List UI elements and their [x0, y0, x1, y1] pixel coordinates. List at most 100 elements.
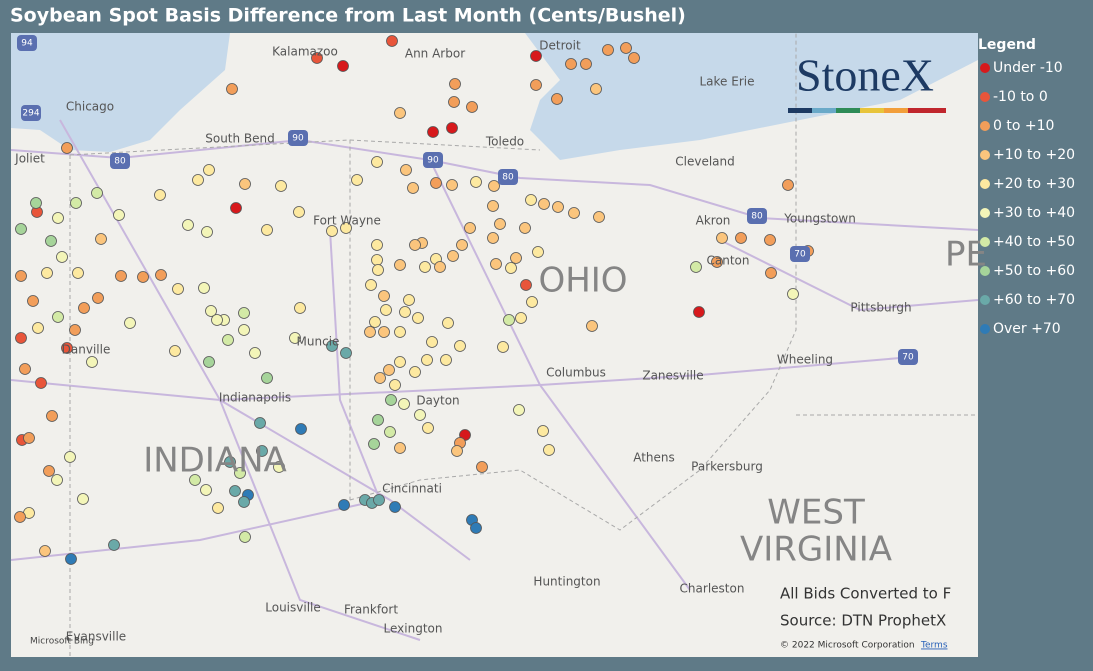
- elevator-dot: [222, 334, 234, 346]
- elevator-dot: [525, 194, 537, 206]
- elevator-dot: [451, 445, 463, 457]
- elevator-dot: [212, 502, 224, 514]
- elevator-dot: [530, 79, 542, 91]
- elevator-dot: [690, 261, 702, 273]
- elevator-dot: [488, 180, 500, 192]
- city-label: Detroit: [539, 39, 581, 53]
- city-label: Frankfort: [344, 603, 398, 617]
- elevator-dot: [422, 422, 434, 434]
- elevator-dot: [385, 394, 397, 406]
- elevator-dot: [189, 474, 201, 486]
- elevator-dot: [108, 539, 120, 551]
- legend-label: +40 to +50: [993, 234, 1075, 250]
- elevator-dot: [234, 467, 246, 479]
- highway-number: 90: [292, 134, 304, 144]
- elevator-dot: [238, 496, 250, 508]
- highway-shield: [747, 208, 767, 224]
- elevator-dot: [454, 340, 466, 352]
- elevator-dot: [95, 233, 107, 245]
- elevator-dot: [394, 442, 406, 454]
- elevator-dot: [77, 493, 89, 505]
- legend-swatch: [980, 150, 990, 160]
- legend-label: 0 to +10: [993, 118, 1054, 134]
- legend-swatch: [980, 266, 990, 276]
- legend-label: +60 to +70: [993, 292, 1075, 308]
- elevator-dot: [256, 445, 268, 457]
- elevator-dot: [169, 345, 181, 357]
- elevator-dot: [407, 182, 419, 194]
- elevator-dot: [494, 218, 506, 230]
- elevator-dot: [70, 197, 82, 209]
- elevator-dot: [371, 254, 383, 266]
- terms-link[interactable]: Terms: [920, 641, 948, 651]
- elevator-dot: [394, 107, 406, 119]
- elevator-dot: [568, 207, 580, 219]
- elevator-dot: [526, 296, 538, 308]
- elevator-dot: [693, 306, 705, 318]
- elevator-dot: [340, 222, 352, 234]
- city-label: Youngstown: [783, 212, 856, 226]
- state-label: VIRGINIA: [740, 530, 892, 570]
- highway-shield: [423, 152, 443, 168]
- elevator-dot: [64, 451, 76, 463]
- elevator-dot: [226, 83, 238, 95]
- legend-swatch: [980, 208, 990, 218]
- city-label: Toledo: [485, 135, 524, 149]
- elevator-dot: [394, 356, 406, 368]
- elevator-dot: [56, 251, 68, 263]
- elevator-dot: [41, 267, 53, 279]
- city-label: Lake Erie: [700, 75, 755, 89]
- roads: [10, 119, 979, 641]
- note: Source: DTN ProphetX: [780, 612, 946, 630]
- city-label: Charleston: [680, 582, 745, 596]
- elevator-dot: [200, 484, 212, 496]
- highway-shield: [288, 130, 308, 146]
- elevator-dot: [203, 164, 215, 176]
- elevator-dot: [230, 202, 242, 214]
- elevator-dot: [409, 239, 421, 251]
- elevator-dot: [513, 404, 525, 416]
- highway-number: 80: [751, 212, 763, 222]
- elevator-dot: [430, 177, 442, 189]
- logo: StoneX: [796, 50, 934, 101]
- elevator-dot: [261, 372, 273, 384]
- elevator-dot: [203, 356, 215, 368]
- lake-michigan: [11, 33, 230, 152]
- elevator-dot: [275, 180, 287, 192]
- city-label: Cincinnati: [382, 482, 442, 496]
- elevator-dot: [86, 356, 98, 368]
- highway-number: 294: [22, 109, 39, 119]
- city-label: Louisville: [265, 601, 321, 615]
- city-label: Dayton: [416, 394, 459, 408]
- elevator-dot: [113, 209, 125, 221]
- elevator-dot: [69, 324, 81, 336]
- elevator-dot: [198, 282, 210, 294]
- elevator-dot: [293, 206, 305, 218]
- highway-number: 70: [902, 353, 914, 363]
- elevator-dot: [326, 340, 338, 352]
- elevator-dot: [389, 501, 401, 513]
- legend-label: Over +70: [993, 321, 1061, 337]
- elevator-dot: [372, 414, 384, 426]
- note: All Bids Converted to F: [780, 585, 951, 603]
- elevator-dot: [380, 304, 392, 316]
- elevator-dot: [39, 545, 51, 557]
- elevator-dot: [19, 363, 31, 375]
- state-label: PE: [945, 235, 987, 275]
- legend-swatch: [980, 92, 990, 102]
- elevator-dot: [446, 179, 458, 191]
- elevator-dot: [590, 83, 602, 95]
- elevator-dot: [172, 283, 184, 295]
- elevator-dot: [137, 271, 149, 283]
- elevator-dot: [503, 314, 515, 326]
- highway-shield: [17, 35, 37, 51]
- elevator-dot: [364, 326, 376, 338]
- legend-label: +20 to +30: [993, 176, 1075, 192]
- elevator-dot: [224, 456, 236, 468]
- elevator-dot: [23, 432, 35, 444]
- elevator-dot: [371, 239, 383, 251]
- elevator-dot: [532, 246, 544, 258]
- legend-swatch: [980, 63, 990, 73]
- highway-shield: [790, 246, 810, 262]
